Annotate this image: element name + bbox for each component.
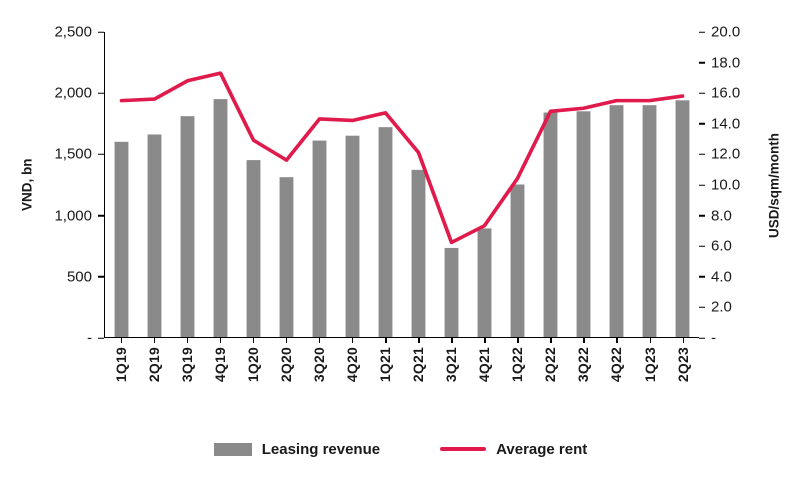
x-axis-label-1q23: 1Q23 xyxy=(633,338,666,422)
x-axis-label-1q19: 1Q19 xyxy=(104,338,137,422)
left-axis-ticks: 2,500 2,000 1,500 1,000 500 - xyxy=(42,25,104,346)
tick-label: 1,500 xyxy=(54,145,92,163)
tick-label: - xyxy=(87,329,92,347)
bar-4q20 xyxy=(345,135,360,337)
x-axis-label-1q22: 1Q22 xyxy=(501,338,534,422)
plot-area xyxy=(104,32,699,338)
bar-1q20 xyxy=(246,160,261,337)
leasing-revenue-swatch-icon xyxy=(213,442,252,456)
bar-1q19 xyxy=(114,141,129,337)
bar-2q21 xyxy=(411,169,426,337)
x-axis-label-2q23: 2Q23 xyxy=(666,338,699,422)
x-axis-label-text: 1Q22 xyxy=(509,347,526,383)
legend-item-leasing-revenue: Leasing revenue xyxy=(213,440,381,458)
x-axis-label-text: 1Q20 xyxy=(244,347,261,383)
tick-label: 20.0 xyxy=(711,23,741,41)
x-axis-label-text: 4Q21 xyxy=(476,347,493,383)
x-axis-label-text: 2Q22 xyxy=(542,347,559,383)
tick-label: 1,000 xyxy=(54,207,92,225)
x-axis-label-text: 2Q20 xyxy=(277,347,294,383)
right-axis-title: USD/sqm/month xyxy=(766,132,782,238)
legend: Leasing revenue Average rent xyxy=(12,422,789,476)
bar-4q21 xyxy=(477,228,492,337)
bar-4q19 xyxy=(213,99,228,337)
x-axis-label-text: 2Q21 xyxy=(410,347,427,383)
x-axis-label-text: 3Q19 xyxy=(178,347,195,383)
bar-2q20 xyxy=(279,177,294,337)
x-axis-label-2q19: 2Q19 xyxy=(137,338,170,422)
tick-label: 4.0 xyxy=(711,268,732,286)
tick-label: - xyxy=(711,329,716,347)
x-axis-label-text: 4Q19 xyxy=(211,347,228,383)
tick-label: 2,000 xyxy=(54,84,92,102)
x-axis-label-4q22: 4Q22 xyxy=(600,338,633,422)
bar-3q20 xyxy=(312,140,327,337)
tick-label: 6.0 xyxy=(711,237,732,255)
legend-item-average-rent: Average rent xyxy=(440,441,587,458)
left-axis-title: VND, bn xyxy=(19,158,35,212)
bar-1q22 xyxy=(510,184,525,337)
x-axis-label-4q20: 4Q20 xyxy=(335,338,368,422)
x-axis-label-1q20: 1Q20 xyxy=(236,338,269,422)
average-rent-swatch-icon xyxy=(440,447,487,451)
legend-label-average-rent: Average rent xyxy=(496,440,588,458)
right-axis-ticks: 20.0 18.0 16.0 14.0 12.0 10.0 8.0 6.0 4.0 2.0 - xyxy=(699,25,759,346)
x-axis-label-2q21: 2Q21 xyxy=(402,338,435,422)
x-axis-label-text: 1Q19 xyxy=(112,347,129,383)
x-axis-label-4q19: 4Q19 xyxy=(203,338,236,422)
x-axis-label-2q22: 2Q22 xyxy=(534,338,567,422)
x-axis-label-text: 3Q20 xyxy=(310,347,327,383)
bar-4q22 xyxy=(609,105,624,337)
average-rent-line xyxy=(119,71,685,245)
tick-label: 16.0 xyxy=(711,84,741,102)
x-axis-label-text: 4Q22 xyxy=(608,347,625,383)
x-axis-label-3q19: 3Q19 xyxy=(170,338,203,422)
tick-label: 10.0 xyxy=(711,176,741,194)
x-axis-label-text: 2Q19 xyxy=(145,347,162,383)
tick-label: 2.0 xyxy=(711,298,732,316)
tick-label: 2,500 xyxy=(54,23,92,41)
x-axis-label-text: 2Q23 xyxy=(674,347,691,383)
bar-2q23 xyxy=(675,100,690,337)
bar-1q23 xyxy=(642,105,657,337)
x-axis-label-3q22: 3Q22 xyxy=(567,338,600,422)
chart-canvas xyxy=(114,71,690,337)
x-axis-label-text: 3Q21 xyxy=(443,347,460,383)
x-axis-label-text: 4Q20 xyxy=(343,347,360,383)
x-axis-label-4q21: 4Q21 xyxy=(468,338,501,422)
x-axis-label-3q20: 3Q20 xyxy=(302,338,335,422)
tick-label: 500 xyxy=(66,268,92,286)
x-axis-label-1q21: 1Q21 xyxy=(369,338,402,422)
x-axis-label-text: 3Q22 xyxy=(575,347,592,383)
bar-2q19 xyxy=(147,134,162,337)
legend-label-leasing-revenue: Leasing revenue xyxy=(261,440,381,458)
tick-label: 18.0 xyxy=(711,54,741,72)
bar-2q22 xyxy=(543,112,558,337)
chart-figure: VND, bn 2,500 2,000 1,500 1,000 500 - 20.0 18.… xyxy=(0,0,803,476)
x-axis-label-2q20: 2Q20 xyxy=(269,338,302,422)
x-axis-label-text: 1Q21 xyxy=(377,347,394,383)
x-axis-label-3q21: 3Q21 xyxy=(435,338,468,422)
bar-1q21 xyxy=(378,127,393,337)
tick-label: 14.0 xyxy=(711,115,741,133)
bar-3q19 xyxy=(180,116,195,337)
tick-label: 8.0 xyxy=(711,207,732,225)
tick-label: 12.0 xyxy=(711,145,741,163)
x-axis-label-text: 1Q23 xyxy=(641,347,658,383)
bar-3q22 xyxy=(576,111,591,337)
x-axis-labels: 1Q19 2Q19 3Q19 4Q19 1Q20 2Q20 3Q20 4Q20 1Q21 2Q21… xyxy=(104,338,699,422)
bar-3q21 xyxy=(444,247,459,337)
